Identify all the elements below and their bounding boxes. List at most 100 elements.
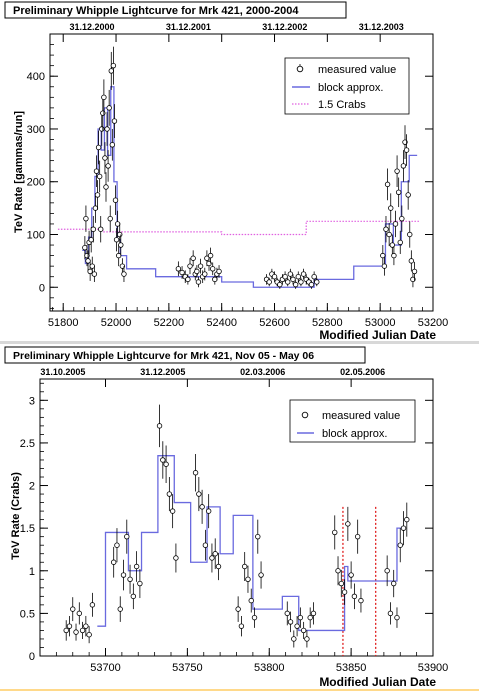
data-point [163, 461, 169, 467]
data-point [86, 631, 92, 638]
data-point [392, 221, 399, 227]
data-point [106, 105, 112, 111]
y-tick-label: 200 [27, 177, 45, 189]
data-point [107, 215, 113, 222]
data-point [118, 242, 124, 248]
y-axis-ticks: 0 0.5 1 1.5 2 2.5 3 [20, 382, 433, 663]
data-point [266, 279, 272, 285]
data-point [212, 551, 218, 557]
data-point [119, 263, 126, 269]
legend-box [284, 57, 410, 115]
top-date-label: 31.12.2002 [262, 22, 307, 32]
data-point [287, 271, 294, 277]
data-point [341, 589, 348, 595]
data-point [310, 610, 317, 617]
data-point [73, 629, 79, 635]
data-point [187, 263, 193, 269]
legend-label-block: block approx. [322, 428, 387, 440]
data-point [411, 268, 418, 275]
x-tick-label: 52400 [206, 317, 237, 329]
y-tick-label: 1.5 [20, 523, 35, 535]
data-point [84, 252, 90, 259]
x-tick-label: 52800 [312, 317, 343, 329]
data-point [402, 139, 408, 145]
data-point [91, 271, 98, 277]
y-tick-label: 2 [29, 481, 35, 493]
data-point [354, 533, 361, 540]
chart-panel-nov05-may06: Preliminary Whipple Lightcurve for Mrk 4… [0, 344, 479, 692]
x-axis-ticks: 53700 53750 53800 53850 53900 [39, 379, 449, 674]
data-point [79, 627, 86, 634]
data-point [287, 619, 294, 625]
legend-label-measured: measured value [318, 64, 396, 76]
data-point [238, 623, 245, 629]
y-tick-label: 0 [39, 282, 45, 294]
data-point [87, 268, 93, 275]
data-point [271, 274, 278, 280]
data-point [391, 580, 397, 587]
data-point [121, 271, 127, 277]
y-tick-label: 400 [27, 71, 45, 83]
data-point [258, 572, 264, 578]
data-point [311, 274, 317, 280]
legend: measured value block approx. 1.5 Crabs [284, 57, 410, 115]
data-point [314, 279, 320, 285]
data-point [210, 266, 216, 272]
data-point [298, 279, 304, 285]
data-point [199, 504, 205, 510]
data-point [405, 192, 411, 198]
legend-marker-measured [301, 411, 309, 419]
data-point [120, 572, 127, 578]
data-point [114, 542, 120, 548]
data-point [85, 258, 91, 264]
legend-label-measured: measured value [322, 410, 400, 422]
title-box [4, 1, 347, 19]
data-point [400, 525, 407, 531]
x-axis-label: Modified Julian Date [319, 675, 436, 689]
x-tick-label: 52000 [101, 317, 132, 329]
data-point [380, 252, 386, 259]
data-point [400, 163, 407, 169]
data-point [209, 555, 215, 561]
data-point [407, 231, 413, 238]
x-tick-label: 53900 [418, 662, 449, 674]
data-point [173, 555, 179, 561]
data-point [93, 168, 100, 174]
data-point [284, 610, 290, 617]
data-point [110, 62, 117, 69]
data-point [388, 205, 394, 211]
data-point [76, 610, 82, 617]
plot-frame [49, 33, 434, 312]
data-point [94, 192, 101, 198]
data-point [82, 244, 88, 251]
data-point [92, 205, 99, 211]
data-point [166, 491, 173, 497]
crabs-reference-line [57, 220, 420, 236]
data-point [100, 110, 106, 116]
data-point [394, 614, 400, 621]
x-tick-label: 53800 [254, 662, 285, 674]
data-point [179, 269, 185, 276]
data-point [410, 276, 416, 283]
data-point [308, 281, 315, 288]
block-approx-line [82, 86, 418, 288]
block-approx-line [97, 455, 404, 632]
data-point [117, 606, 123, 612]
top-date-label: 31.12.2000 [69, 22, 114, 32]
data-point [83, 215, 89, 222]
data-point [113, 237, 120, 243]
data-point [215, 563, 222, 570]
x-tick-label: 51800 [48, 317, 79, 329]
data-point [109, 142, 116, 148]
data-point [294, 623, 300, 629]
data-point [335, 568, 341, 574]
data-point [332, 529, 338, 536]
data-point [130, 593, 137, 600]
legend-box [289, 399, 416, 443]
data-point [196, 491, 202, 497]
data-point [205, 508, 212, 514]
data-point [397, 542, 403, 548]
data-point [104, 126, 110, 132]
y-axis-label: TeV Rate [gammas/run] [13, 111, 25, 233]
data-point [115, 252, 122, 259]
